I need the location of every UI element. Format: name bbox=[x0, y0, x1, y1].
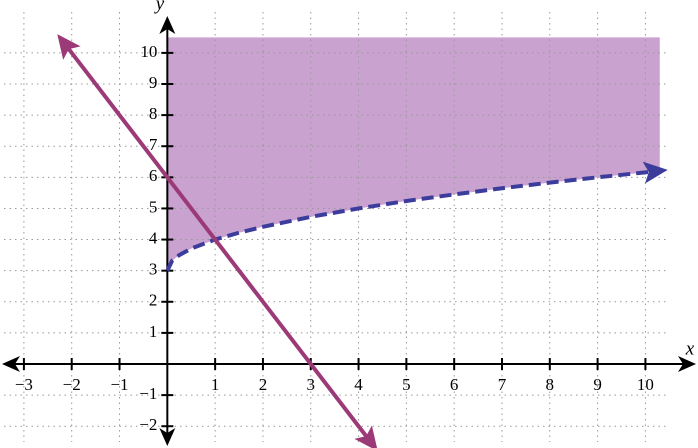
x-tick-label: 5 bbox=[402, 375, 411, 394]
x-tick-label: 2 bbox=[259, 375, 268, 394]
y-axis-label: y bbox=[154, 0, 165, 14]
x-tick-label: 6 bbox=[450, 375, 459, 394]
x-tick-label: 4 bbox=[354, 375, 363, 394]
series-line bbox=[165, 168, 660, 272]
series-line bbox=[60, 39, 375, 447]
y-tick-label: 3 bbox=[149, 260, 158, 279]
y-tick-label: 2 bbox=[149, 291, 158, 310]
y-tick-label: −1 bbox=[139, 384, 157, 403]
line-arrow bbox=[642, 161, 668, 184]
x-tick-label: −3 bbox=[15, 375, 33, 394]
x-tick-label: −2 bbox=[63, 375, 81, 394]
axis-arrow bbox=[159, 428, 176, 446]
axis-arrow bbox=[678, 356, 696, 372]
x-tick-label: 1 bbox=[211, 375, 220, 394]
y-tick-label: 1 bbox=[149, 322, 158, 341]
y-tick-label: 7 bbox=[149, 135, 158, 154]
x-tick-label: 7 bbox=[498, 375, 507, 394]
y-tick-label: −2 bbox=[139, 415, 157, 434]
x-tick-label: 9 bbox=[593, 375, 602, 394]
shaded-region bbox=[167, 37, 660, 271]
x-tick-label: 10 bbox=[637, 375, 654, 394]
x-tick-label: 8 bbox=[546, 375, 555, 394]
x-axis-label: x bbox=[685, 338, 695, 359]
y-tick-label: 5 bbox=[149, 197, 158, 216]
y-tick-label: 6 bbox=[149, 166, 158, 185]
x-tick-label: 3 bbox=[307, 375, 316, 394]
x-tick-label: −1 bbox=[110, 375, 128, 394]
line-arrow bbox=[354, 425, 378, 448]
line-arrow bbox=[57, 34, 81, 60]
axis-arrow bbox=[2, 356, 20, 372]
y-tick-label: 4 bbox=[149, 228, 158, 247]
y-tick-label: 10 bbox=[140, 42, 157, 61]
y-tick-label: 8 bbox=[149, 104, 158, 123]
axis-arrow bbox=[159, 16, 176, 34]
y-tick-label: 9 bbox=[149, 73, 158, 92]
